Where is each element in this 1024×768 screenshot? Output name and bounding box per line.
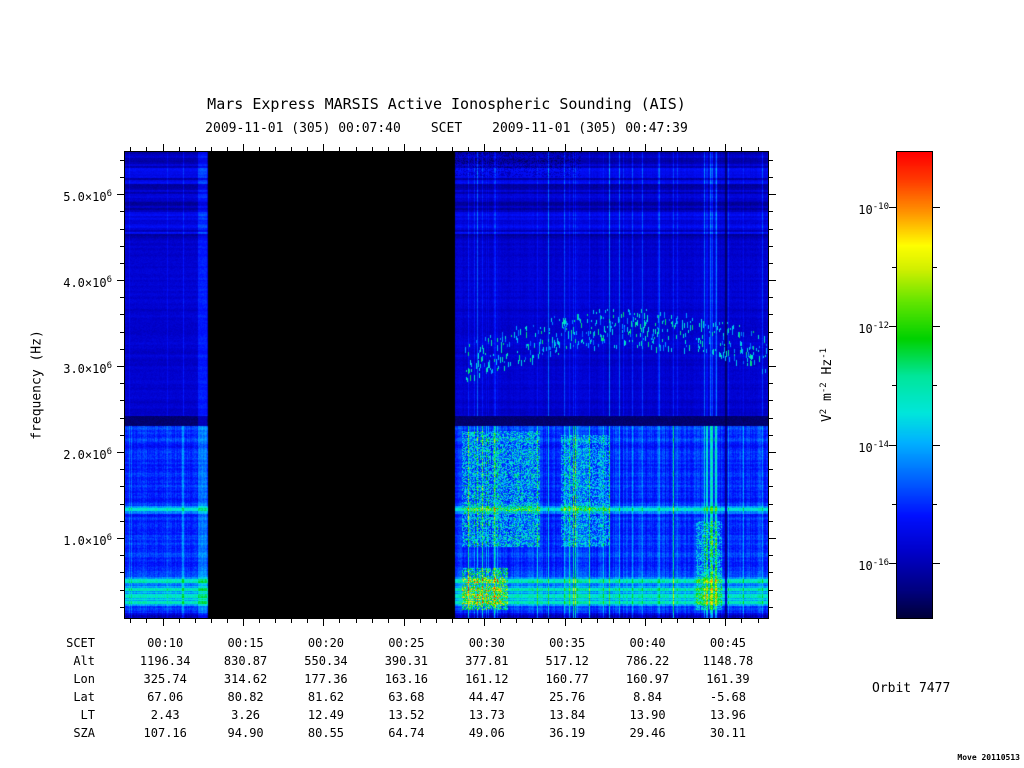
y-tick-label: 5.0×106 bbox=[63, 189, 112, 205]
scet-label: SCET bbox=[430, 121, 463, 136]
ephemeris-value: 29.46 bbox=[629, 726, 666, 740]
y-axis-tick-labels: 1.0×106 2.0×106 3.0×106 4.0×106 5.0×106 bbox=[0, 0, 112, 768]
ephemeris-value: 44.47 bbox=[468, 690, 505, 704]
y-tick-label: 2.0×106 bbox=[63, 447, 112, 463]
ephemeris-value: 00:40 bbox=[629, 636, 666, 650]
ephemeris-value: 12.49 bbox=[307, 708, 345, 722]
unit-m: m bbox=[820, 393, 836, 409]
ephemeris-value: 325.74 bbox=[143, 672, 187, 686]
colorbar-tick-labels: 10-10 10-12 10-14 10-16 bbox=[780, 0, 889, 768]
ephemeris-value: 160.77 bbox=[545, 672, 589, 686]
ephemeris-value: 63.68 bbox=[388, 690, 425, 704]
ephemeris-value: 36.19 bbox=[549, 726, 586, 740]
ephemeris-value: 830.87 bbox=[223, 654, 268, 668]
ephemeris-value: 94.90 bbox=[227, 726, 264, 740]
y-tick-label: 1.0×106 bbox=[63, 533, 112, 549]
unit-v-exp: 2 bbox=[818, 408, 829, 415]
ephemeris-value: 49.06 bbox=[468, 726, 505, 740]
ephemeris-row-lon: Lon 325.74 314.62 177.36 163.16 161.12 160.77 1… bbox=[0, 670, 1024, 688]
ephemeris-value: 550.34 bbox=[304, 654, 348, 668]
orbit-label: Orbit 7477 bbox=[872, 681, 951, 696]
ephemeris-row-sza: SZA 107.16 94.90 80.55 64.74 49.06 36.19 29.46 3… bbox=[0, 724, 1024, 742]
ephemeris-value: 163.16 bbox=[384, 672, 429, 686]
ephemeris-value: 67.06 bbox=[147, 690, 184, 704]
colorbar-tick-label: 10-12 bbox=[858, 320, 889, 336]
colorbar-canvas bbox=[897, 152, 932, 618]
ephemeris-value: 517.12 bbox=[545, 654, 589, 668]
spectrogram-canvas bbox=[125, 152, 768, 618]
plot-subtitle: 2009-11-01 (305) 00:07:40 SCET 2009-11-0… bbox=[125, 121, 768, 136]
ephemeris-value: 1196.34 bbox=[139, 654, 191, 668]
ephemeris-value: 177.36 bbox=[304, 672, 348, 686]
ephemeris-value: 13.84 bbox=[549, 708, 586, 722]
ephemeris-value: 00:30 bbox=[468, 636, 505, 650]
ephemeris-value: 00:20 bbox=[307, 636, 345, 650]
ephemeris-value: 00:25 bbox=[388, 636, 425, 650]
unit-m-exp: -2 bbox=[818, 382, 829, 394]
ephemeris-value: 107.16 bbox=[143, 726, 187, 740]
ephemeris-value: 786.22 bbox=[625, 654, 670, 668]
ephemeris-value: 3.26 bbox=[231, 708, 261, 722]
colorbar-tick-label: 10-14 bbox=[858, 439, 889, 455]
colorbar-frame bbox=[896, 151, 933, 619]
ephemeris-value: 00:35 bbox=[549, 636, 586, 650]
ephemeris-value: 161.12 bbox=[465, 672, 509, 686]
colorbar-tick-label: 10-10 bbox=[858, 202, 889, 218]
ephemeris-value: 00:10 bbox=[147, 636, 184, 650]
scet-end-time: 2009-11-01 (305) 00:47:39 bbox=[492, 121, 688, 136]
scet-start-time: 2009-11-01 (305) 00:07:40 bbox=[205, 121, 401, 136]
ephemeris-value: 13.96 bbox=[709, 708, 746, 722]
ephemeris-table: SCET 00:10 00:15 00:20 00:25 00:30 00:35 00:40 0… bbox=[0, 634, 1024, 742]
colorbar-tick-label: 10-16 bbox=[858, 558, 889, 574]
ephemeris-value: 30.11 bbox=[709, 726, 746, 740]
ephemeris-value: 80.55 bbox=[307, 726, 345, 740]
ephemeris-row-label: SCET bbox=[66, 636, 95, 650]
y-tick-label: 4.0×106 bbox=[63, 275, 112, 291]
unit-v: V bbox=[820, 414, 836, 423]
ephemeris-value: 314.62 bbox=[223, 672, 268, 686]
ephemeris-row-alt: Alt 1196.34 830.87 550.34 390.31 377.81 517.12… bbox=[0, 652, 1024, 670]
ephemeris-row-scet: SCET 00:10 00:15 00:20 00:25 00:30 00:35 00:40 0… bbox=[0, 634, 1024, 652]
plot-title: Mars Express MARSIS Active Ionospheric S… bbox=[207, 95, 686, 113]
ephemeris-value: -5.68 bbox=[709, 690, 746, 704]
ephemeris-row-lat: Lat 67.06 80.82 81.62 63.68 44.47 25.76 8.84 -5.… bbox=[0, 688, 1024, 706]
unit-hz-exp: -1 bbox=[818, 347, 829, 359]
ephemeris-value: 13.90 bbox=[629, 708, 666, 722]
ephemeris-value: 00:15 bbox=[227, 636, 264, 650]
ephemeris-value: 64.74 bbox=[388, 726, 425, 740]
ephemeris-value: 13.52 bbox=[388, 708, 425, 722]
ephemeris-value: 161.39 bbox=[706, 672, 750, 686]
ephemeris-value: 160.97 bbox=[625, 672, 670, 686]
ephemeris-value: 25.76 bbox=[549, 690, 586, 704]
unit-hz: Hz bbox=[820, 358, 836, 383]
ephemeris-value: 1148.78 bbox=[702, 654, 754, 668]
ephemeris-row-label: Lat bbox=[73, 690, 95, 704]
ephemeris-value: 8.84 bbox=[633, 690, 662, 704]
ephemeris-row-label: SZA bbox=[73, 726, 95, 740]
watermark: Move 20110513 bbox=[957, 753, 1020, 762]
ephemeris-row-label: LT bbox=[80, 708, 95, 722]
ephemeris-value: 80.82 bbox=[227, 690, 264, 704]
ephemeris-value: 2.43 bbox=[150, 708, 180, 722]
ephemeris-value: 81.62 bbox=[307, 690, 345, 704]
ephemeris-row-lt: LT 2.43 3.26 12.49 13.52 13.73 13.84 13.90 13.96 bbox=[0, 706, 1024, 724]
plot-frame bbox=[124, 151, 769, 619]
ephemeris-value: 00:45 bbox=[709, 636, 746, 650]
ephemeris-value: 377.81 bbox=[465, 654, 509, 668]
ephemeris-value: 390.31 bbox=[384, 654, 429, 668]
ephemeris-row-label: Lon bbox=[73, 672, 95, 686]
colorbar-unit-label: V2 m-2 Hz-1 bbox=[819, 348, 835, 422]
ephemeris-row-label: Alt bbox=[73, 654, 95, 668]
ephemeris-value: 13.73 bbox=[468, 708, 505, 722]
y-tick-label: 3.0×106 bbox=[63, 361, 112, 377]
